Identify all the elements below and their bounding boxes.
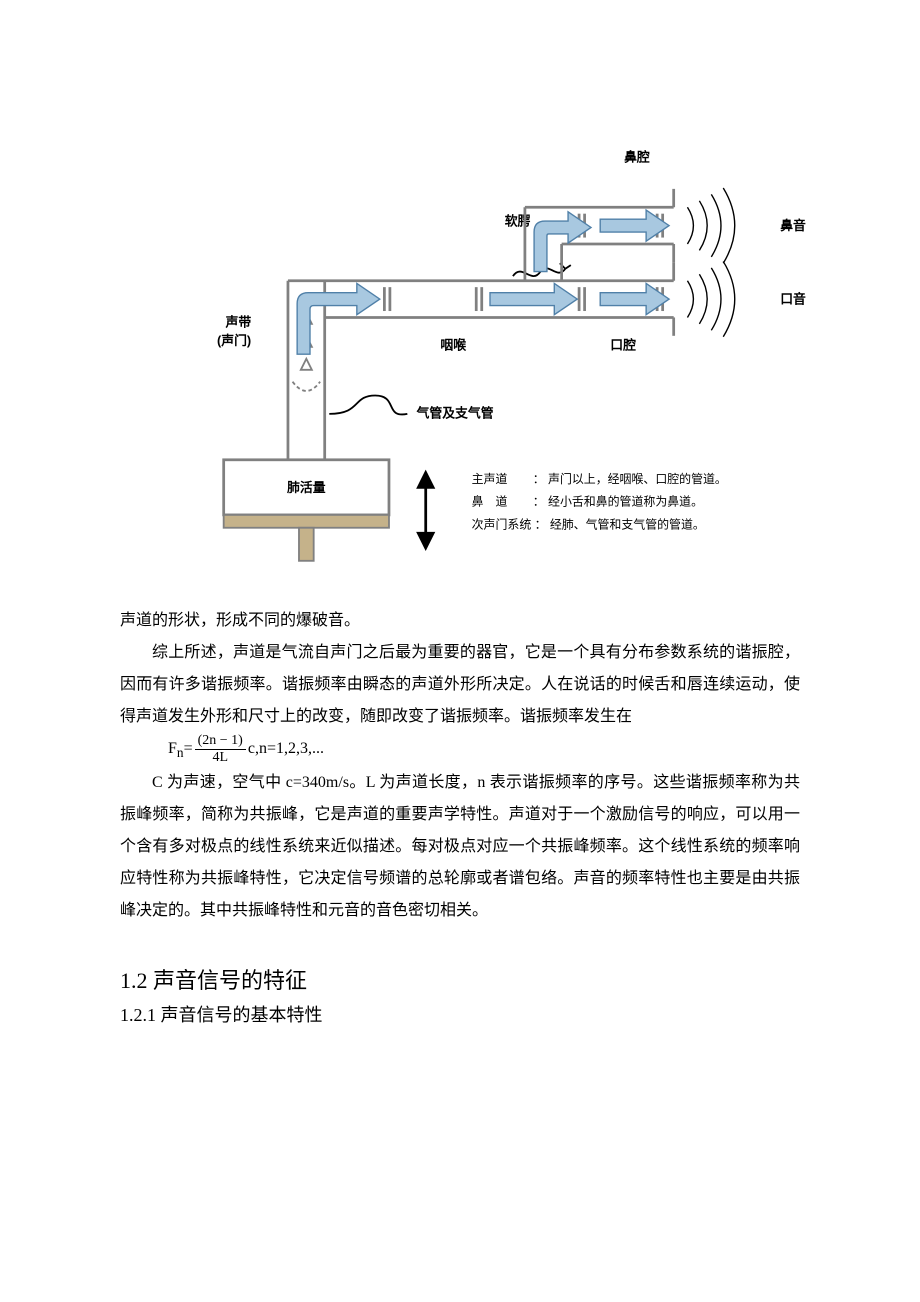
nasal-sound-waves	[687, 188, 734, 263]
def-sep-2: ：	[535, 518, 547, 532]
formula-den: 4L	[195, 750, 246, 765]
vocal-cords-label-2: (声门)	[217, 333, 251, 348]
lung-capacity-label: 肺活量	[287, 480, 326, 495]
def-text-2: 经肺、气管和支气管的管道。	[550, 518, 705, 532]
formula-num: (2n − 1)	[195, 733, 246, 749]
def-text-1: 经小舌和鼻的管道称为鼻道。	[548, 495, 703, 509]
flow-arrow-4	[600, 210, 669, 241]
nasal-sound-label: 鼻音	[780, 218, 806, 233]
lung-box: 肺活量	[224, 460, 389, 561]
trachea-curl	[329, 396, 407, 415]
glottis-arc	[293, 382, 321, 391]
nasal-cavity-label: 鼻腔	[624, 149, 650, 164]
soft-palate-label: 软腭	[505, 214, 531, 229]
def-term-0: 主声道	[472, 472, 508, 486]
def-term-1: 鼻 道	[472, 495, 508, 509]
paragraph-0: 声道的形状，形成不同的爆破音。	[120, 605, 800, 637]
svg-text:主声道 ： 声门以上: 主声道 ： 声门以上，经咽喉、口腔的管道。	[472, 472, 727, 486]
heading-1-2: 1.2 声音信号的特征	[120, 963, 800, 995]
paragraph-1: 综上所述，声道是气流自声门之后最为重要的器官，它是一个具有分布参数系统的谐振腔，…	[120, 637, 800, 733]
flow-arrow-2	[490, 283, 577, 314]
formula-tail: c,n=1,2,3,...	[248, 740, 324, 757]
piston-arrow	[418, 473, 433, 548]
formant-formula: Fn=(2n − 1)4Lc,n=1,2,3,...	[120, 733, 800, 767]
heading-1-2-1: 1.2.1 声音信号的基本特性	[120, 1001, 800, 1027]
def-sep-0: ：	[533, 472, 545, 486]
pharynx-label: 咽喉	[440, 338, 466, 353]
vocal-tract-diagram: 肺活量 气管及支气管 声带 (声门)	[150, 120, 830, 575]
svg-text:次声门系统 ： 经肺: 次声门系统 ： 经肺、气管和支气管的管道。	[472, 518, 705, 532]
formula-lhs: F	[168, 740, 177, 757]
trachea-label: 气管及支气管	[417, 406, 494, 421]
oral-sound-waves	[687, 261, 734, 336]
vocal-cords-label-1: 声带	[225, 315, 252, 330]
svg-text:鼻 道 ： 经小舌和: 鼻 道 ： 经小舌和鼻的管道称为鼻道。	[472, 495, 703, 509]
formula-eq: =	[184, 740, 193, 757]
def-term-2: 次声门系统	[472, 518, 532, 532]
paragraph-2: C 为声速，空气中 c=340m/s。L 为声道长度，n 表示谐振频率的序号。这…	[120, 767, 800, 927]
oral-cavity-label: 口腔	[610, 338, 636, 353]
oral-sound-label: 口音	[780, 292, 806, 307]
def-sep-1: ：	[533, 495, 545, 509]
def-text-0: 声门以上，经咽喉、口腔的管道。	[548, 472, 727, 486]
flow-arrow-1	[297, 283, 380, 354]
formula-sub: n	[177, 745, 184, 760]
flow-arrow-5	[600, 283, 669, 314]
definitions-block: 主声道 ： 声门以上，经咽喉、口腔的管道。 鼻 道 ： 经小舌和鼻的管道称为鼻道…	[472, 472, 727, 532]
